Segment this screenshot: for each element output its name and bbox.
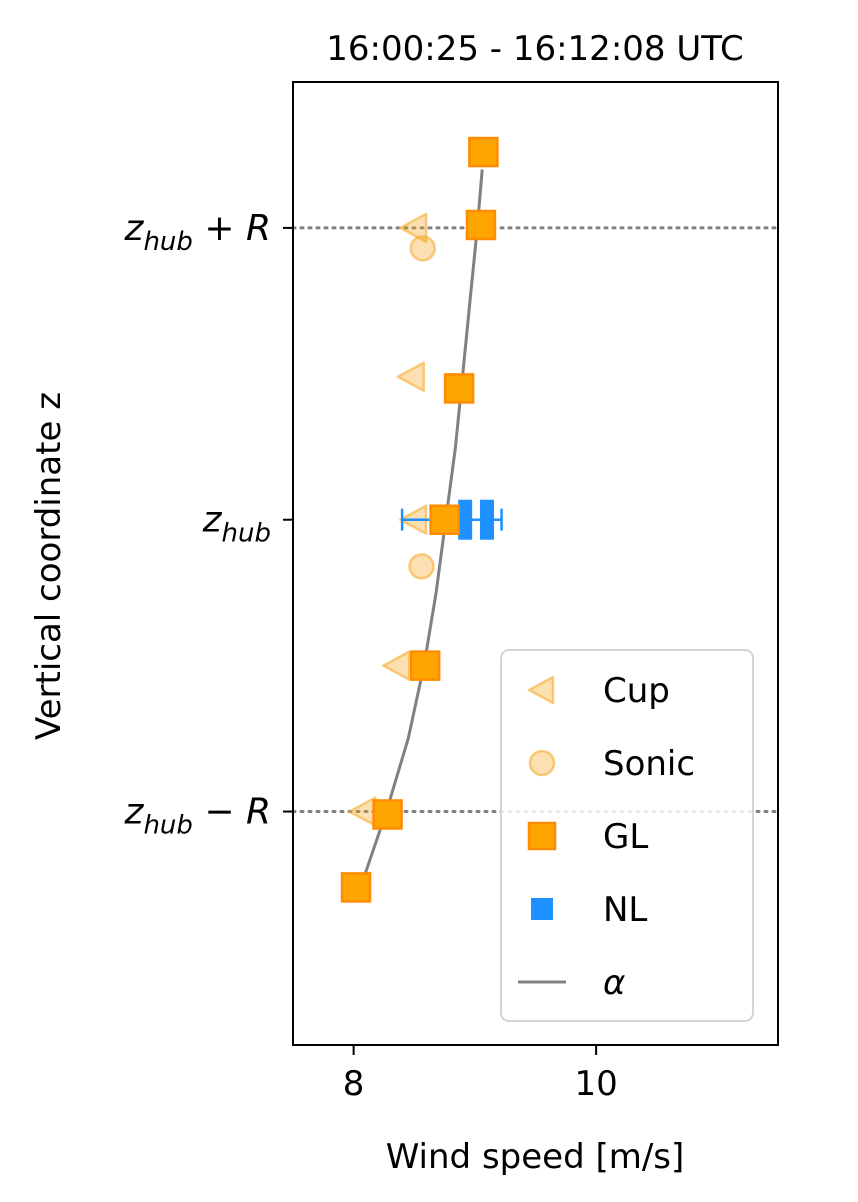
- legend-label-cup: Cup: [603, 671, 670, 711]
- gl-point: [468, 136, 499, 168]
- legend-cup-marker: [527, 675, 555, 705]
- gl-point: [372, 799, 403, 830]
- cup-point: [348, 796, 377, 827]
- y-tick-label: zhub − R: [124, 792, 271, 841]
- gl-point: [409, 650, 441, 681]
- legend-label-sonic: Sonic: [603, 744, 695, 784]
- legend-gl-marker: [527, 821, 557, 851]
- nl-point: [458, 499, 473, 540]
- legend-label-nl: NL: [603, 890, 647, 930]
- x-axis: 8 10: [343, 1045, 618, 1104]
- cup-point: [382, 650, 411, 681]
- chart-title: 16:00:25 - 16:12:08 UTC: [326, 29, 744, 69]
- legend: Cup Sonic GL NL α: [500, 649, 754, 1022]
- y-axis: zhub + R zhub zhub − R: [124, 208, 293, 841]
- x-axis-label: Wind speed [m/s]: [386, 1137, 685, 1177]
- y-axis-label: Vertical coordinate z: [29, 392, 69, 740]
- sonic-point: [408, 553, 435, 580]
- y-tick-label: zhub + R: [124, 208, 271, 257]
- legend-sonic-marker: [528, 749, 556, 777]
- cup-point: [399, 212, 428, 244]
- x-tick-label: 10: [574, 1064, 617, 1104]
- gl-point: [340, 872, 372, 903]
- cup-point: [396, 361, 425, 392]
- sonic-point: [409, 235, 436, 262]
- legend-frame: [500, 649, 754, 1022]
- nl-point: [480, 499, 494, 540]
- gl-point: [429, 504, 460, 535]
- gl-point: [465, 209, 497, 241]
- plot-frame: [292, 81, 779, 1046]
- x-tick-label: 8: [343, 1064, 365, 1104]
- gl-point: [443, 373, 475, 404]
- legend-label-gl: GL: [603, 817, 648, 857]
- legend-label-alpha: α: [603, 963, 625, 1003]
- legend-nl-marker: [531, 898, 553, 920]
- y-tick-label: zhub: [202, 500, 271, 549]
- plot-area: [291, 136, 780, 903]
